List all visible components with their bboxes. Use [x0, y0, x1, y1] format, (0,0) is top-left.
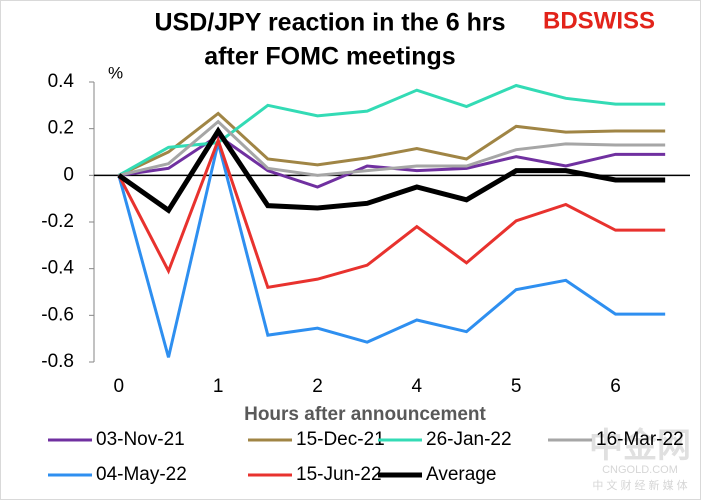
legend-label: 04-May-22 [96, 464, 187, 485]
y-tick-label: -0.4 [41, 258, 74, 279]
series-line [118, 119, 666, 177]
watermark: 中 文 财 经 新 媒 体 [592, 478, 687, 492]
legend-label: 03-Nov-21 [96, 429, 185, 450]
series-line [118, 111, 666, 177]
x-tick-label: 1 [213, 376, 224, 397]
legend-label: 15-Dec-21 [296, 429, 385, 450]
y-tick-label: -0.2 [41, 211, 74, 232]
y-tick-label: -0.8 [41, 351, 74, 372]
legend-label: 15-Jun-22 [296, 464, 382, 485]
x-tick-label: 4 [412, 376, 423, 397]
x-tick-label: 2 [312, 376, 323, 397]
series-line [117, 135, 666, 290]
x-tick-label: 5 [511, 376, 522, 397]
y-tick-label: 0.4 [48, 71, 75, 92]
chart-title: after FOMC meetings [204, 43, 455, 71]
y-unit: % [108, 63, 123, 82]
x-tick-label: 0 [114, 376, 125, 397]
x-axis-label: Hours after announcement [244, 404, 486, 425]
chart-title: USD/JPY reaction in the 6 hrs [154, 9, 505, 37]
series-line [117, 142, 666, 358]
x-tick-label: 6 [610, 376, 621, 397]
legend-label: 26-Jan-22 [426, 429, 512, 450]
series-line [117, 126, 666, 214]
y-tick-label: 0 [63, 164, 74, 185]
legend-label: 16-Mar-22 [596, 429, 684, 450]
watermark: CNGOLD.COM [602, 464, 678, 476]
watermark: 中金网 [589, 426, 691, 465]
logo: BDSWISS [543, 7, 655, 34]
y-tick-label: -0.6 [41, 304, 74, 325]
y-tick-label: 0.2 [48, 118, 74, 139]
legend-label: Average [426, 464, 496, 485]
